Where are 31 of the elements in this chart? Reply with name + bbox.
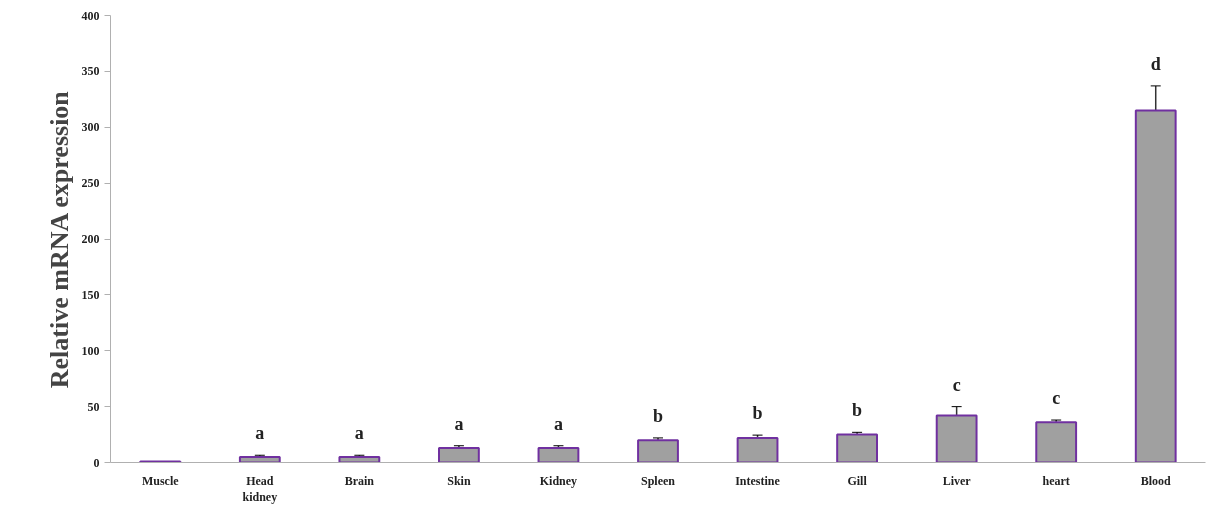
annotation: c [952, 374, 961, 395]
x-tick-label: Brain [344, 473, 375, 488]
x-tick-label: Intestine [735, 473, 781, 488]
annotation: c [1052, 388, 1061, 409]
y-axis-title: Relative mRNA expression [44, 90, 74, 389]
x-tick-label: heart [1042, 473, 1070, 488]
y-tick-label: 300 [81, 120, 100, 135]
annotation: a [553, 413, 563, 434]
x-tick-label: Kidney [539, 473, 578, 488]
y-tick-label: 200 [81, 232, 100, 246]
x-tick-label: Head kidney [242, 473, 278, 505]
y-tick-label: 50 [87, 399, 100, 414]
y-tick-label: 250 [81, 176, 100, 191]
x-tick-label: Spleen [641, 473, 676, 488]
x-tick-label: Gill [847, 473, 868, 488]
annotation: b [852, 400, 863, 421]
y-tick-label: 350 [81, 64, 100, 79]
annotation: a [255, 423, 265, 444]
x-tick-label: Muscle [141, 473, 180, 488]
y-tick-label: 0 [93, 455, 100, 470]
annotation: a [354, 423, 364, 444]
y-tick-label: 400 [81, 8, 100, 23]
x-tick-label: Liver [942, 473, 972, 488]
y-tick-label: 150 [81, 287, 100, 302]
annotation: a [454, 413, 464, 434]
annotation: b [652, 405, 664, 426]
x-tick-label: Skin [447, 473, 471, 488]
annotation: b [752, 403, 763, 424]
x-tick-label: Blood [1140, 473, 1172, 488]
annotation: d [1150, 53, 1161, 74]
y-tick-label: 100 [81, 343, 100, 358]
